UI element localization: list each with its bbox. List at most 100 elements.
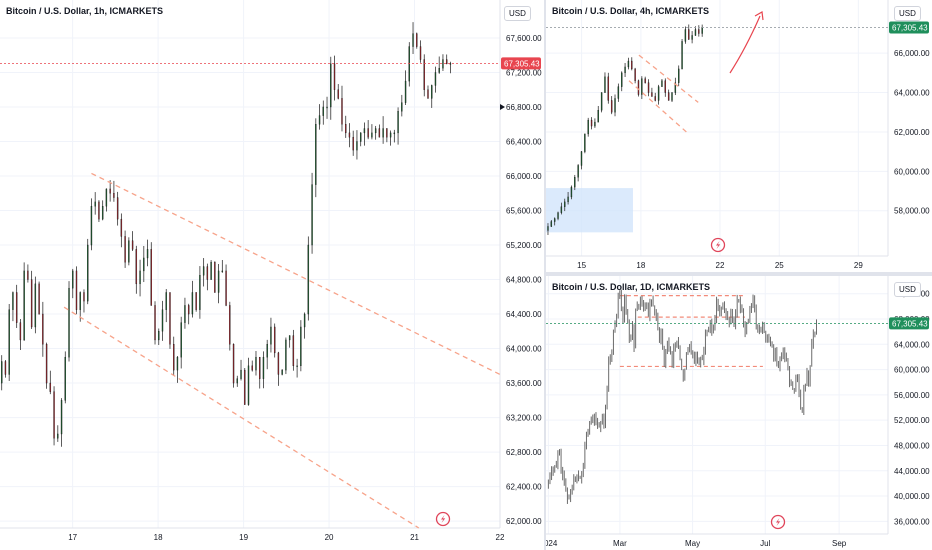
chart-1h-canvas[interactable]: 67,600.00 67,200.00 66,800.00 66,400.00 66,0… (0, 0, 544, 550)
candle (19, 322, 22, 341)
candle (139, 270, 141, 285)
price-axis-label: 65,200.00 (506, 241, 542, 250)
candle (333, 63, 336, 90)
candle (337, 89, 339, 99)
chart-1d-canvas[interactable]: 72,000.0068,000.0064,000.0060,000.0056,0… (546, 276, 932, 550)
candle (637, 80, 640, 95)
candle (449, 63, 452, 65)
candle (4, 361, 7, 375)
candle (604, 76, 606, 93)
candle (408, 46, 410, 82)
candle (176, 356, 179, 371)
candle (184, 305, 186, 323)
candle (367, 128, 369, 138)
candle (225, 270, 227, 306)
lightning-bolt-icon (716, 241, 721, 249)
time-axis-label: 22 (496, 533, 505, 542)
candle (445, 59, 448, 65)
candle (113, 193, 115, 198)
candle (288, 335, 291, 341)
candle (667, 92, 670, 101)
candle (607, 76, 610, 101)
candle (547, 226, 549, 231)
price-axis-label: 36,000.00 (894, 517, 930, 526)
currency-button-1d[interactable]: USD (894, 282, 921, 297)
price-axis-label: 40,000.00 (894, 492, 930, 501)
candle (348, 132, 351, 138)
time-axis-label: 21 (410, 533, 419, 542)
candle (597, 110, 599, 123)
chart-panel-1h[interactable]: 67,600.00 67,200.00 66,800.00 66,400.00 66,0… (0, 0, 544, 550)
chart-panel-1d[interactable]: 72,000.0068,000.0064,000.0060,000.0056,0… (546, 276, 932, 550)
candle (651, 92, 653, 97)
price-axis-label: 48,000.00 (894, 441, 930, 450)
price-axis-label: 66,400.00 (506, 137, 542, 146)
price-axis-label: 62,000.00 (506, 517, 542, 526)
candle (244, 369, 246, 405)
candle (53, 391, 55, 439)
candle (247, 365, 250, 405)
time-axis-label: 15 (577, 261, 586, 270)
candle (641, 78, 643, 95)
candle (631, 60, 633, 70)
candle (270, 326, 272, 345)
price-tag (501, 57, 541, 70)
price-axis-label: 60,000.00 (894, 366, 930, 375)
candle (124, 236, 126, 263)
candle (584, 133, 586, 152)
price-axis-label: 62,000.00 (894, 128, 930, 137)
candle (624, 66, 626, 74)
price-axis-label: 63,200.00 (506, 414, 542, 423)
chart-panel-4h[interactable]: 66,000.00 64,000.00 62,000.00 60,000.00 58,0… (546, 0, 932, 272)
candle (221, 270, 224, 273)
time-axis-label: 22 (716, 261, 725, 270)
candle (217, 270, 220, 293)
candle (634, 68, 636, 81)
candle (363, 128, 366, 134)
candle (644, 78, 646, 83)
price-axis-label: 63,600.00 (506, 379, 542, 388)
time-axis-label: 18 (154, 533, 163, 542)
candle (434, 72, 437, 86)
candle (356, 141, 358, 151)
currency-button-4h[interactable]: USD (894, 6, 921, 21)
panel-divider-vertical[interactable] (544, 0, 546, 550)
currency-button-1h[interactable]: USD (504, 6, 531, 21)
candle (105, 188, 108, 207)
lightning-bolt-icon (776, 518, 781, 526)
candle (199, 275, 201, 310)
chart-title-4h: Bitcoin / U.S. Dollar, 4h, ICMARKETS (552, 6, 710, 16)
candle (300, 326, 302, 367)
time-axis-label: 25 (775, 261, 784, 270)
chart-4h-canvas[interactable]: 66,000.00 64,000.00 62,000.00 60,000.00 58,0… (546, 0, 932, 272)
price-axis-label: 58,000.00 (894, 207, 930, 216)
candle (315, 124, 317, 185)
candle (131, 240, 134, 250)
candle (345, 124, 347, 134)
candle (34, 283, 37, 328)
candle (42, 313, 44, 345)
price-axis-label: 62,400.00 (506, 483, 542, 492)
candle (397, 111, 399, 134)
price-axis-label: 66,000.00 (506, 172, 542, 181)
candle (678, 68, 680, 83)
candle (590, 119, 593, 127)
candle (195, 292, 197, 310)
candle (98, 201, 100, 220)
candle (694, 29, 697, 36)
time-axis-label: 2024 (546, 539, 558, 548)
candle (617, 86, 620, 99)
candle (116, 197, 119, 220)
candle (657, 86, 660, 101)
price-axis-label: 66,000.00 (894, 49, 930, 58)
lightning-logo-icon (770, 514, 786, 530)
candle (169, 292, 171, 345)
candle (401, 102, 403, 112)
candle (553, 218, 556, 222)
price-axis-label: 64,400.00 (506, 310, 542, 319)
candle (326, 106, 328, 109)
panel-divider-horizontal[interactable] (546, 272, 932, 276)
candle (674, 82, 677, 93)
chart-title-1d: Bitcoin / U.S. Dollar, 1D, ICMARKETS (552, 282, 711, 292)
forecast-arrow (729, 15, 761, 74)
